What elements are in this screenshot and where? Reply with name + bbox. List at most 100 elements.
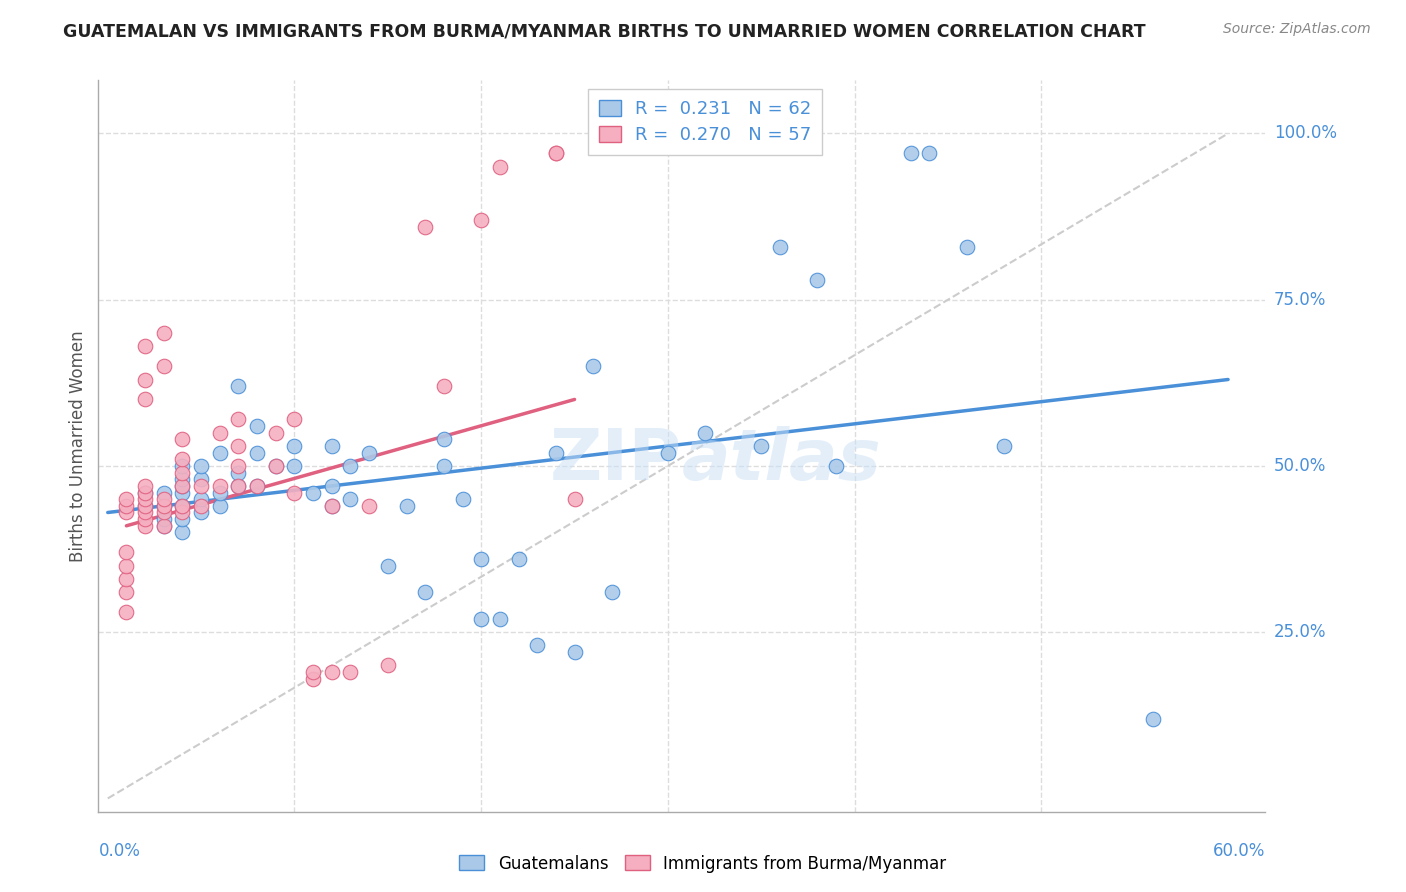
Point [208, 499, 231, 513]
Point [228, 379, 250, 393]
Point [283, 458, 305, 473]
Point [152, 359, 174, 374]
Point [321, 439, 343, 453]
Point [433, 458, 456, 473]
Point [134, 479, 156, 493]
Point [359, 445, 381, 459]
Point [451, 492, 474, 507]
Point [264, 458, 287, 473]
Point [228, 439, 250, 453]
Point [190, 472, 212, 486]
Point [246, 479, 269, 493]
Point [190, 492, 212, 507]
Point [246, 419, 269, 434]
Point [134, 499, 156, 513]
Point [433, 379, 456, 393]
Point [134, 518, 156, 533]
Point [283, 412, 305, 426]
Legend: R =  0.231   N = 62, R =  0.270   N = 57: R = 0.231 N = 62, R = 0.270 N = 57 [588, 89, 823, 154]
Point [152, 518, 174, 533]
Point [115, 605, 138, 619]
Text: atlas: atlas [682, 426, 882, 495]
Point [600, 585, 623, 599]
Point [134, 339, 156, 353]
Point [172, 472, 194, 486]
Point [264, 425, 287, 440]
Point [339, 492, 361, 507]
Point [172, 466, 194, 480]
Point [377, 658, 399, 673]
Point [115, 506, 138, 520]
Point [339, 458, 361, 473]
Point [806, 273, 828, 287]
Point [564, 492, 586, 507]
Text: 75.0%: 75.0% [1274, 291, 1326, 309]
Point [208, 485, 231, 500]
Point [115, 545, 138, 559]
Point [433, 433, 456, 447]
Point [208, 425, 231, 440]
Point [228, 412, 250, 426]
Point [489, 612, 512, 626]
Point [470, 213, 492, 227]
Text: 0.0%: 0.0% [98, 842, 141, 860]
Point [172, 485, 194, 500]
Point [470, 552, 492, 566]
Point [115, 492, 138, 507]
Point [134, 492, 156, 507]
Point [1142, 712, 1164, 726]
Point [321, 665, 343, 679]
Point [900, 146, 922, 161]
Point [321, 499, 343, 513]
Point [377, 558, 399, 573]
Point [321, 499, 343, 513]
Point [470, 612, 492, 626]
Point [395, 499, 418, 513]
Point [339, 665, 361, 679]
Point [190, 499, 212, 513]
Point [134, 485, 156, 500]
Text: 25.0%: 25.0% [1274, 624, 1326, 641]
Point [190, 458, 212, 473]
Text: 100.0%: 100.0% [1274, 125, 1337, 143]
Point [115, 572, 138, 586]
Text: Source: ZipAtlas.com: Source: ZipAtlas.com [1223, 22, 1371, 37]
Point [190, 479, 212, 493]
Point [152, 485, 174, 500]
Point [228, 479, 250, 493]
Y-axis label: Births to Unmarried Women: Births to Unmarried Women [69, 330, 87, 562]
Point [544, 146, 567, 161]
Point [190, 506, 212, 520]
Point [115, 558, 138, 573]
Point [769, 239, 792, 253]
Point [208, 445, 231, 459]
Point [134, 499, 156, 513]
Point [172, 458, 194, 473]
Point [993, 439, 1015, 453]
Point [134, 485, 156, 500]
Point [544, 146, 567, 161]
Text: 50.0%: 50.0% [1274, 457, 1326, 475]
Point [228, 458, 250, 473]
Point [582, 359, 605, 374]
Point [302, 485, 325, 500]
Point [283, 439, 305, 453]
Point [956, 239, 979, 253]
Text: 60.0%: 60.0% [1213, 842, 1265, 860]
Point [695, 425, 717, 440]
Point [508, 552, 530, 566]
Point [302, 665, 325, 679]
Point [246, 479, 269, 493]
Point [152, 499, 174, 513]
Point [172, 499, 194, 513]
Point [228, 466, 250, 480]
Point [172, 452, 194, 467]
Point [115, 585, 138, 599]
Point [152, 518, 174, 533]
Point [134, 512, 156, 526]
Point [152, 492, 174, 507]
Point [749, 439, 772, 453]
Point [152, 499, 174, 513]
Point [172, 525, 194, 540]
Point [152, 326, 174, 340]
